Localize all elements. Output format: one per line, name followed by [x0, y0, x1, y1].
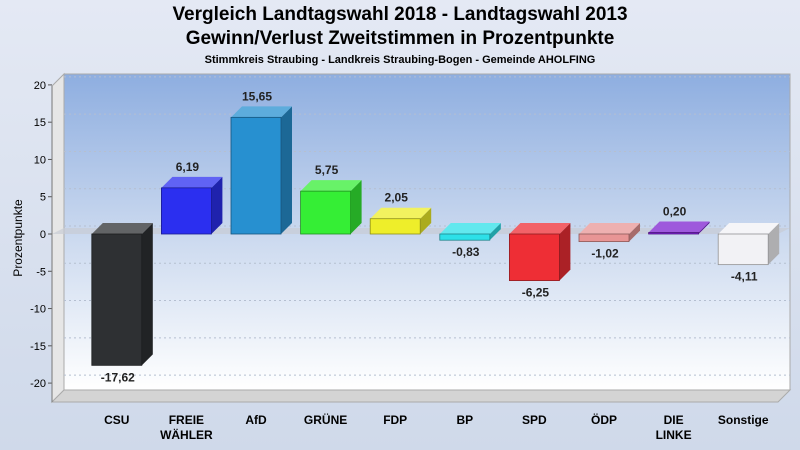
- bar: [300, 190, 352, 235]
- plot-floor: [50, 389, 792, 403]
- bar-side: [211, 176, 223, 234]
- x-tick-label: CSU: [104, 413, 129, 427]
- y-tick-label: 15: [34, 117, 46, 129]
- bar-value-label: -1,02: [591, 247, 619, 261]
- y-tick-label: 0: [40, 229, 46, 241]
- x-tick-label: ÖDP: [591, 412, 617, 427]
- bar-value-label: -6,25: [522, 286, 550, 300]
- bar-side: [489, 223, 501, 241]
- chart-subtitle: Gewinn/Verlust Zweitstimmen in Prozentpu…: [185, 28, 615, 49]
- bar-top: [231, 106, 292, 118]
- bar: [369, 218, 421, 235]
- x-tick-label: BP: [456, 413, 473, 427]
- bar-side: [141, 223, 153, 366]
- bar-value-label: -17,62: [101, 370, 135, 384]
- y-tick-label: 10: [34, 154, 46, 166]
- y-tick-label: -15: [30, 341, 46, 353]
- x-tick-label: SPD: [522, 413, 547, 427]
- x-tick-label: FDP: [383, 413, 407, 427]
- chart-title: Vergleich Landtagswahl 2018 - Landtagswa…: [172, 4, 628, 25]
- bar-side: [629, 223, 640, 242]
- bar-value-label: 15,65: [242, 89, 272, 103]
- chart-subsubtitle: Stimmkreis Straubing - Landkreis Straubi…: [204, 54, 596, 66]
- bar: [578, 233, 630, 243]
- bar-value-label: 6,19: [176, 160, 200, 174]
- bar-top: [161, 176, 223, 188]
- bar-top: [579, 223, 640, 234]
- bar-top: [648, 221, 710, 233]
- bar-value-label: 5,75: [315, 163, 339, 177]
- x-tick-label: FREIE WÄHLER: [160, 413, 213, 442]
- bar-side: [768, 223, 780, 265]
- bar-value-label: -4,11: [731, 270, 758, 284]
- bar-value-label: -0,83: [452, 245, 480, 259]
- y-tick-label: 20: [34, 80, 46, 92]
- bar-top: [439, 223, 501, 234]
- y-axis-label: Prozentpunkte: [11, 199, 25, 277]
- bar-value-label: 0,20: [663, 205, 687, 219]
- bar-side: [698, 221, 710, 234]
- bar: [160, 187, 212, 235]
- y-tick-label: 5: [40, 192, 46, 204]
- x-tick-label: GRÜNE: [304, 412, 347, 427]
- bar: [648, 232, 699, 235]
- bar-side: [281, 106, 292, 234]
- x-tick-label: Sonstige: [718, 413, 769, 427]
- bar-side: [350, 180, 362, 234]
- y-tick-label: -20: [30, 378, 46, 390]
- x-tick-label: AfD: [245, 413, 267, 427]
- y-tick-label: -5: [36, 266, 46, 278]
- y-tick-label: -10: [30, 304, 46, 316]
- bar-top: [91, 223, 153, 234]
- bar-top: [718, 223, 780, 234]
- bar-top: [370, 207, 432, 219]
- bar-top: [300, 180, 362, 192]
- bar-value-label: 2,05: [385, 191, 409, 205]
- bar-side: [559, 223, 571, 281]
- plot-side-wall: [51, 72, 65, 404]
- bar: [230, 116, 282, 235]
- bar-side: [420, 207, 432, 234]
- bar-top: [509, 223, 571, 234]
- bar: [91, 233, 143, 366]
- bar: [439, 233, 491, 241]
- x-tick-label: DIE LINKE: [656, 413, 692, 442]
- bar: [508, 233, 560, 281]
- bar: [717, 233, 769, 266]
